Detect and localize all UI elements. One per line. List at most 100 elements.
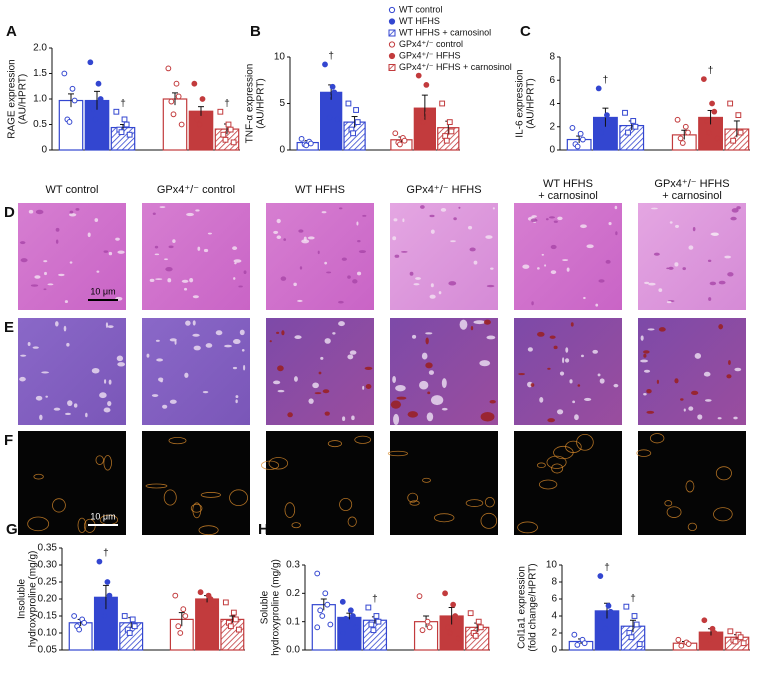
data-point (331, 89, 338, 96)
micrograph (266, 431, 374, 535)
tissue-texture (273, 230, 279, 235)
tissue-texture (428, 370, 434, 375)
data-point (569, 125, 576, 131)
tissue-texture (577, 384, 581, 387)
micrograph (514, 318, 622, 425)
tissue-texture (55, 321, 59, 327)
tissue-texture (165, 266, 173, 272)
bar (68, 622, 93, 651)
y-tick-label: 2.0 (33, 43, 47, 54)
panel-letter: B (250, 23, 261, 40)
tissue-texture (356, 271, 362, 276)
fiber-texture (433, 513, 455, 523)
tissue-texture (562, 357, 565, 364)
data-point (71, 613, 78, 619)
tissue-texture (549, 335, 556, 339)
tissue-texture (117, 362, 126, 367)
y-axis-label: Col1a1 expression (517, 566, 528, 649)
data-point (201, 111, 208, 118)
tissue-texture (64, 300, 68, 304)
micrograph (390, 431, 498, 535)
micrograph (18, 431, 126, 535)
tissue-texture (565, 347, 569, 353)
tissue-texture (483, 319, 491, 325)
tissue-texture (485, 235, 493, 239)
tissue-texture (103, 407, 111, 413)
tissue-texture (717, 417, 722, 420)
tissue-texture (724, 255, 732, 259)
tissue-texture (155, 278, 163, 280)
data-point (373, 613, 380, 619)
tissue-texture (349, 350, 357, 355)
tissue-texture (365, 383, 372, 389)
tissue-texture (160, 380, 163, 383)
tissue-texture (197, 246, 201, 251)
data-point (452, 613, 459, 619)
panel-letter: A (6, 23, 17, 40)
data-point (319, 613, 326, 619)
tissue-texture (69, 210, 74, 214)
data-point (123, 121, 130, 128)
data-point (170, 111, 177, 118)
tissue-texture (215, 330, 223, 336)
tissue-texture (675, 224, 680, 228)
tissue-texture (441, 407, 448, 411)
tissue-texture (547, 418, 555, 423)
data-point (230, 609, 237, 616)
fiber-texture (291, 522, 301, 529)
fiber-texture (77, 517, 87, 533)
data-point (732, 638, 739, 645)
micrograph (638, 431, 746, 535)
fiber-texture (576, 433, 594, 451)
tissue-texture (467, 225, 473, 230)
data-point (126, 630, 133, 636)
micrograph (390, 203, 498, 310)
data-point (100, 121, 107, 128)
data-point (420, 119, 427, 125)
tissue-texture (726, 374, 732, 379)
tissue-texture (324, 338, 331, 344)
tissue-texture (28, 209, 34, 214)
tissue-texture (312, 382, 319, 389)
tissue-texture (480, 412, 495, 422)
tissue-texture (96, 270, 100, 273)
data-point (365, 604, 372, 611)
tissue-texture (429, 294, 436, 299)
data-point (178, 121, 185, 128)
tissue-texture (592, 349, 598, 354)
fiber-texture (636, 449, 652, 457)
data-point (106, 592, 113, 599)
tissue-texture (146, 353, 150, 358)
fiber-texture (666, 506, 682, 518)
column-header: + carnosinol (662, 190, 722, 202)
data-point (424, 618, 431, 625)
tissue-texture (718, 280, 726, 285)
tissue-texture (492, 207, 495, 210)
tissue-texture (30, 284, 39, 287)
data-point (314, 624, 321, 631)
data-point (339, 630, 346, 636)
data-point (76, 626, 83, 633)
data-point (418, 114, 425, 121)
fiber-texture (546, 455, 567, 469)
tissue-texture (458, 206, 461, 209)
tissue-texture (530, 383, 535, 387)
data-point (606, 120, 613, 127)
micrograph (514, 431, 622, 535)
fiber-texture (387, 450, 408, 457)
y-tick-label: 1.0 (33, 94, 47, 105)
data-point (628, 634, 635, 641)
tissue-texture (151, 394, 159, 397)
column-header: GPx4⁺/⁻ HFHS (406, 184, 481, 196)
tissue-texture (307, 236, 315, 240)
tissue-texture (674, 378, 679, 384)
tissue-texture (584, 397, 592, 401)
tissue-texture (298, 229, 304, 233)
tissue-texture (393, 218, 398, 222)
data-point (66, 119, 73, 125)
tissue-texture (224, 344, 232, 348)
tissue-texture (469, 247, 476, 252)
tissue-texture (45, 395, 49, 398)
data-point (326, 114, 333, 121)
